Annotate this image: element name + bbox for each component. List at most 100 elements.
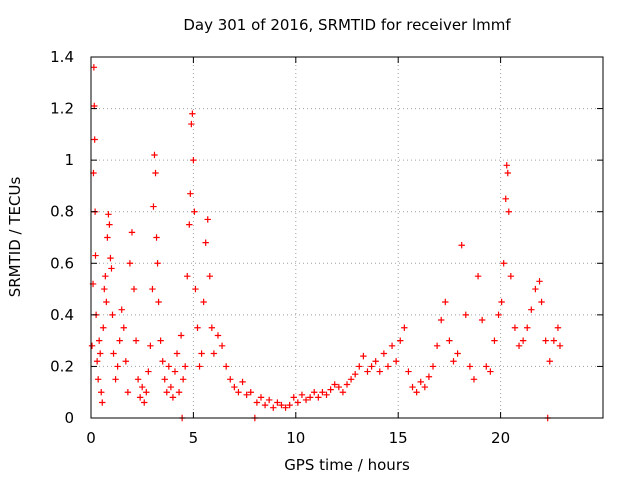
data-point [165, 363, 173, 370]
data-point [104, 234, 111, 241]
data-point [143, 389, 150, 396]
x-tick-label: 0 [86, 429, 96, 447]
data-point [351, 370, 359, 378]
data-point [507, 272, 515, 280]
data-point [502, 195, 509, 203]
data-point [132, 337, 140, 344]
data-point [153, 234, 160, 241]
data-point [261, 401, 269, 409]
plot-frame [90, 56, 604, 419]
y-tick-label: 1.4 [50, 48, 74, 66]
data-point [498, 298, 505, 306]
data-point [331, 381, 338, 388]
y-tick-label: 0.2 [50, 357, 74, 375]
data-point [179, 376, 187, 383]
data-point [155, 298, 162, 306]
data-point [392, 358, 400, 365]
y-tick-label: 0.6 [50, 254, 74, 272]
data-point [149, 285, 156, 293]
data-point [265, 396, 273, 404]
data-point [554, 324, 562, 331]
data-point [290, 394, 297, 401]
data-point [171, 368, 179, 375]
data-point [231, 383, 238, 391]
data-point [145, 368, 152, 375]
data-point [550, 337, 558, 344]
data-point [200, 298, 207, 306]
data-point [191, 208, 198, 215]
data-point [136, 394, 144, 401]
data-point [454, 350, 461, 357]
data-point [159, 358, 166, 365]
data-point [161, 376, 168, 383]
data-point [218, 342, 226, 349]
data-point [532, 285, 539, 293]
data-point [491, 337, 498, 344]
data-point [186, 221, 193, 228]
x-tick-label: 10 [286, 429, 305, 447]
data-point [192, 285, 199, 293]
data-point [257, 394, 265, 401]
data-point [470, 376, 478, 383]
data-point [128, 229, 136, 236]
data-point [157, 337, 164, 344]
data-point [270, 404, 277, 411]
data-point [177, 332, 185, 339]
data-point [102, 272, 109, 280]
data-point [384, 363, 392, 370]
y-tick-label: 1 [64, 151, 74, 169]
data-point [108, 265, 115, 272]
data-point [495, 311, 502, 319]
data-point [278, 401, 285, 409]
data-point [538, 298, 545, 306]
data-point [380, 350, 388, 357]
data-points [88, 64, 564, 422]
data-point [528, 306, 535, 313]
data-point [335, 383, 343, 391]
data-point [500, 260, 507, 267]
data-point [152, 169, 159, 177]
data-point [478, 316, 486, 324]
data-point [235, 389, 242, 396]
data-point [90, 64, 98, 71]
data-point [210, 350, 218, 357]
axis-ticks: 0 0.2 0.4 0.6 0.8 1 1.2 1.4 0 5 10 15 20 [50, 48, 603, 447]
data-point [194, 324, 201, 331]
data-point [163, 389, 170, 396]
data-point [173, 350, 181, 357]
data-point [188, 120, 195, 128]
data-point [327, 386, 334, 393]
data-point [97, 350, 104, 357]
data-point [466, 363, 474, 370]
data-point [93, 358, 101, 365]
data-point [413, 389, 420, 396]
data-point [187, 190, 194, 197]
data-point [147, 342, 154, 349]
x-tick-label: 5 [189, 429, 199, 447]
data-point [169, 394, 177, 401]
data-point [196, 363, 203, 370]
data-point [118, 306, 125, 313]
data-point [184, 272, 191, 280]
data-point [222, 363, 230, 370]
data-point [364, 368, 371, 375]
y-tick-label: 0.4 [50, 306, 74, 324]
data-point [504, 169, 511, 177]
data-point [274, 399, 281, 406]
data-point [206, 272, 213, 280]
data-point [122, 358, 130, 365]
data-point [91, 136, 98, 143]
data-point [409, 383, 416, 391]
data-point [106, 221, 113, 228]
y-tick-label: 0 [64, 409, 74, 427]
data-point [110, 350, 117, 357]
data-point [126, 260, 134, 267]
data-point [139, 383, 146, 391]
data-point [92, 252, 99, 259]
data-point [503, 162, 510, 169]
data-point [356, 363, 363, 370]
data-point [105, 211, 112, 218]
data-point [198, 350, 205, 357]
data-point [109, 311, 116, 319]
